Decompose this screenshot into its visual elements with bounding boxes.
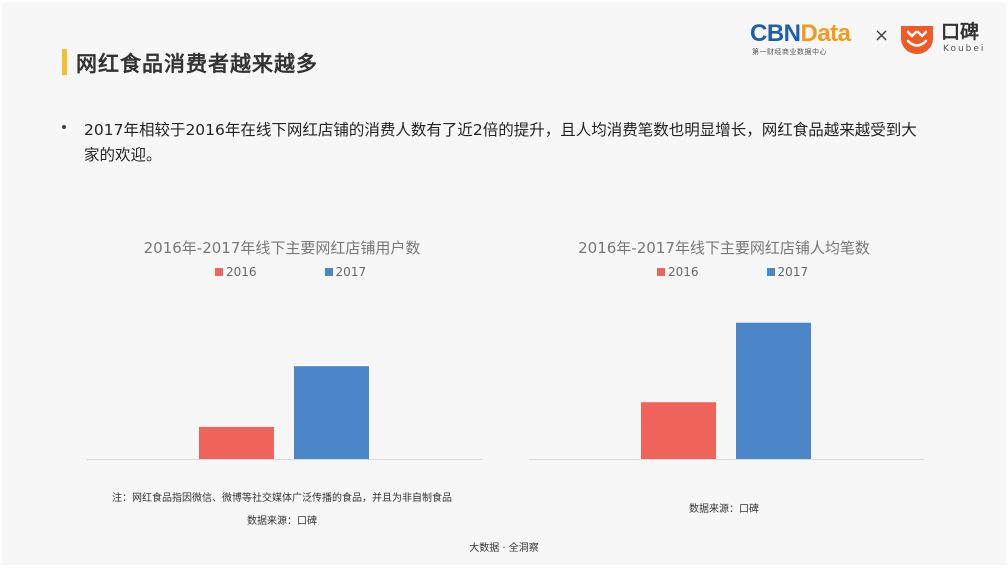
chart-source: 数据来源：口碑 <box>247 516 317 527</box>
chart-footnote: 注：网红食品指因微信、微博等社交媒体广泛传播的食品，并且为非自制食品 <box>112 493 452 504</box>
chart-legend: 2016 2017 <box>215 264 366 280</box>
koubei-logo-text: 口碑 <box>941 21 980 43</box>
page-title: 网红食品消费者越来越多 <box>76 52 318 76</box>
chart-plot <box>87 366 482 460</box>
legend-label-2017: 2017 <box>777 265 809 279</box>
legend-swatch-2017 <box>324 268 333 276</box>
title-accent-bar <box>62 49 67 75</box>
footer-slogan: 大数据 · 全洞察 <box>469 543 539 554</box>
chart-avg-transactions: 2016年-2017年线下主要网红店铺人均笔数 2016 2017 数据来源：口… <box>514 230 934 530</box>
legend-swatch-2017 <box>766 268 775 276</box>
legend-swatch-2016 <box>215 268 223 276</box>
cbn-logo-text: CBN <box>750 20 801 47</box>
bar-2016 <box>641 402 716 459</box>
cbndata-subtitle: 第一财经商业数据中心 <box>752 48 827 56</box>
bullet-text: 2017年相较于2016年在线下网红店铺的消费人数有了近2倍的提升，且人均消费笔… <box>84 121 917 164</box>
bar-2016 <box>199 427 274 459</box>
chart-user-count: 2016年-2017年线下主要网红店铺用户数 2016 2017 注：网红食品指… <box>72 230 492 530</box>
chart-source: 数据来源：口碑 <box>689 504 759 515</box>
koubei-english-text: Koubei <box>943 44 986 54</box>
chart-plot <box>529 322 924 460</box>
legend-swatch-2016 <box>657 268 665 276</box>
koubei-smile-icon <box>901 26 933 54</box>
legend-label-2016: 2016 <box>668 265 699 279</box>
brand-logos: CBNData 第一财经商业数据中心 × 口碑 Koubei <box>750 20 990 60</box>
logo-separator: × <box>874 25 890 46</box>
cbndata-logo: CBNData <box>750 20 851 48</box>
bar-2017 <box>294 366 369 459</box>
legend-label-2016: 2016 <box>226 265 257 279</box>
data-logo-text: Data <box>800 20 852 47</box>
chart-title: 2016年-2017年线下主要网红店铺用户数 <box>143 239 421 257</box>
chart-title: 2016年-2017年线下主要网红店铺人均笔数 <box>578 239 870 257</box>
chart-legend: 2016 2017 <box>657 264 808 280</box>
bar-2017 <box>736 322 811 459</box>
bullet-dot <box>62 125 66 129</box>
legend-label-2017: 2017 <box>335 265 367 279</box>
